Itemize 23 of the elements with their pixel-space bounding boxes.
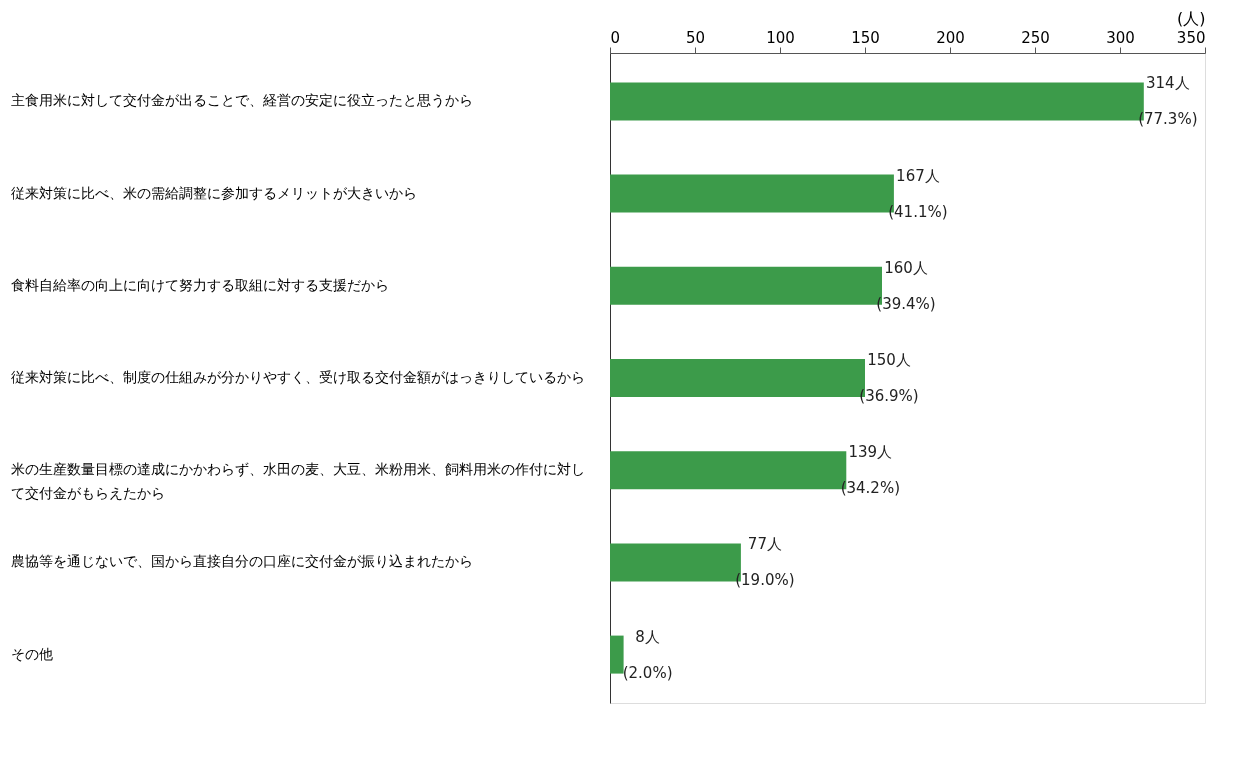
y-tick-label: 農協等を通じないで、国から直接自分の口座に交付金が振り込まれたから bbox=[10, 553, 473, 570]
text: 139人 (34.2%) bbox=[840, 443, 900, 498]
text: 150人 (36.9%) bbox=[859, 351, 919, 405]
x-tick-label: 200 bbox=[936, 28, 965, 47]
x-tick-label: 250 bbox=[1021, 28, 1050, 47]
x-tick-label: 0 bbox=[610, 28, 621, 47]
text: 167人 (41.1%) bbox=[888, 166, 948, 221]
x-tick-label: 150 bbox=[851, 28, 880, 47]
x-tick-label: 350 bbox=[1176, 28, 1206, 47]
y-tick-label: 食料自給率の向上に向けて努力する取組に対する支援だから bbox=[10, 276, 389, 293]
x-tick-label: 100 bbox=[766, 28, 795, 47]
x-tick-label: 50 bbox=[685, 28, 706, 47]
y-tick-label: その他 bbox=[10, 645, 53, 662]
text: 314人 (77.3%) bbox=[1138, 74, 1198, 129]
x-axis-title: (人) bbox=[1177, 8, 1206, 28]
y-tick-label: 米の生産数量目標の達成にかかわらず、水田の麦、大豆、米粉用米、飼料用米の作付に対して交付金がもらえたから bbox=[10, 461, 585, 502]
y-tick-label: 主食用米に対して交付金が出ることで、経営の安定に役立ったと思うから bbox=[10, 92, 473, 109]
x-tick-label: 300 bbox=[1106, 28, 1135, 47]
text: 77人 (19.0%) bbox=[735, 535, 795, 590]
text: 160人 (39.4%) bbox=[876, 258, 936, 313]
y-tick-label: 従来対策に比べ、制度の仕組みが分かりやすく、受け取る交付金額がはっきりしているから bbox=[10, 369, 585, 385]
y-tick-label: 従来対策に比べ、米の需給調整に参加するメリットが大きいから bbox=[10, 184, 417, 201]
text: 8人 (2.0%) bbox=[622, 627, 673, 682]
